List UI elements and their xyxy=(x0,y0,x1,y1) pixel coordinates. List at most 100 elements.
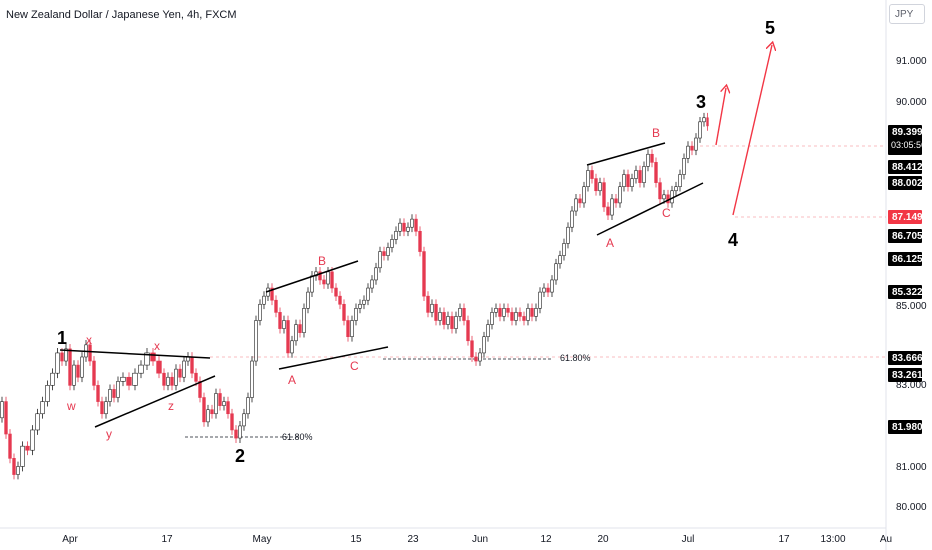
candle-body xyxy=(406,226,410,232)
wave-label-4: 4 xyxy=(728,230,738,250)
candle-body xyxy=(482,336,486,354)
candle-body xyxy=(394,230,398,240)
candle-body xyxy=(88,344,92,362)
price-tag xyxy=(888,351,922,365)
candle-body xyxy=(8,433,12,459)
time-tick-label: Apr xyxy=(62,534,78,545)
abc-channel-lower-may[interactable] xyxy=(278,346,389,370)
wave-label-a-may: A xyxy=(288,373,296,387)
candle-body xyxy=(550,279,554,293)
candle-body xyxy=(694,137,698,151)
candle-body xyxy=(566,226,570,244)
candle-body xyxy=(290,340,294,354)
candle-body xyxy=(558,255,562,265)
price-tick-label: 81.000 xyxy=(896,462,927,473)
wave-label-w: w xyxy=(66,399,76,413)
price-tag-value: 89.399 xyxy=(892,127,923,138)
candle-body xyxy=(120,376,126,382)
plot-area[interactable] xyxy=(0,0,886,528)
candle-body xyxy=(342,303,346,321)
candle-body xyxy=(542,287,546,293)
candle-body xyxy=(350,320,354,338)
triangle-upper-line[interactable] xyxy=(59,349,211,359)
price-tag xyxy=(888,160,922,174)
candle-body xyxy=(178,368,182,378)
price-tag-value: 86.705 xyxy=(892,231,923,242)
chart-title: New Zealand Dollar / Japanese Yen, 4h, F… xyxy=(6,9,237,21)
candle-body xyxy=(426,295,430,313)
fib-label-wave2: 61.80% xyxy=(282,432,313,442)
abc-channel-upper-jun[interactable] xyxy=(586,142,666,166)
candle-body xyxy=(674,186,678,192)
candle-body xyxy=(578,198,582,204)
price-axis[interactable]: 80.000 81.000 83.000 85.000 90.000 91.000 xyxy=(896,56,927,513)
candle-body xyxy=(382,251,386,256)
candle-body xyxy=(126,376,132,386)
price-tick-label: 90.000 xyxy=(896,97,927,108)
candle-body xyxy=(502,308,506,317)
price-tags: 89.399 03:05:56 88.412 88.002 87.149 86.705 86… xyxy=(888,125,926,434)
time-axis[interactable]: Apr 17 May 15 23 Jun 12 20 Jul 17 13:00 Au xyxy=(62,534,892,545)
candle-body xyxy=(210,409,214,415)
projection-arrow-wave5[interactable] xyxy=(732,45,772,216)
candle-body xyxy=(162,372,166,386)
candle-body xyxy=(270,287,274,301)
candle-body xyxy=(706,117,709,127)
abc-channel-upper-may[interactable] xyxy=(265,260,359,293)
candle-body xyxy=(282,320,286,329)
candle-body xyxy=(690,145,694,151)
candle-body xyxy=(554,263,558,281)
candle-body xyxy=(658,182,662,200)
price-series xyxy=(0,112,709,480)
candle-body xyxy=(370,279,374,289)
candle-body xyxy=(702,117,706,123)
candle-body xyxy=(60,352,64,362)
candle-body xyxy=(202,397,206,423)
candle-body xyxy=(76,364,80,378)
triangle-lower-line[interactable] xyxy=(94,375,216,428)
candle-body xyxy=(0,401,4,419)
candle-body xyxy=(182,360,186,378)
candle-body xyxy=(40,401,45,415)
candle-body xyxy=(626,174,630,187)
time-tick-label: 12 xyxy=(540,534,552,545)
candle-body xyxy=(486,324,490,338)
candle-body xyxy=(92,360,96,386)
candle-body xyxy=(262,295,266,305)
candle-body xyxy=(570,210,574,228)
currency-label[interactable]: JPY xyxy=(889,4,925,24)
candle-body xyxy=(298,324,302,333)
candle-body xyxy=(326,271,330,285)
candle-body xyxy=(490,312,494,325)
candle-body xyxy=(346,320,350,338)
wave-label-x-2: x xyxy=(154,339,160,353)
wave-label-z: z xyxy=(168,399,174,413)
candle-body xyxy=(654,162,658,183)
candle-body xyxy=(438,312,442,321)
projection-arrow-wave3[interactable] xyxy=(715,88,726,146)
candle-body xyxy=(434,303,438,321)
candle-body xyxy=(698,121,702,139)
candle-body xyxy=(338,295,342,305)
candle-body xyxy=(4,401,8,435)
candle-body xyxy=(190,356,194,374)
candle-body xyxy=(642,166,646,183)
abc-channel-lower-jun[interactable] xyxy=(596,182,704,236)
candle-body xyxy=(302,308,306,333)
candle-body xyxy=(274,299,278,313)
candle-body xyxy=(50,372,55,386)
candle-body xyxy=(374,267,378,281)
candle-body xyxy=(446,316,450,325)
candle-body xyxy=(590,170,594,179)
candle-body xyxy=(366,287,370,301)
price-tag xyxy=(888,210,922,224)
candle-body xyxy=(104,401,108,415)
price-tag-value: 87.149 xyxy=(892,212,923,223)
candle-body xyxy=(678,174,682,187)
candle-body xyxy=(662,194,666,200)
candle-body xyxy=(638,170,642,183)
candle-body xyxy=(402,222,406,232)
wave-label-c-jun: C xyxy=(662,206,671,220)
time-tick-label: Au xyxy=(880,534,892,545)
